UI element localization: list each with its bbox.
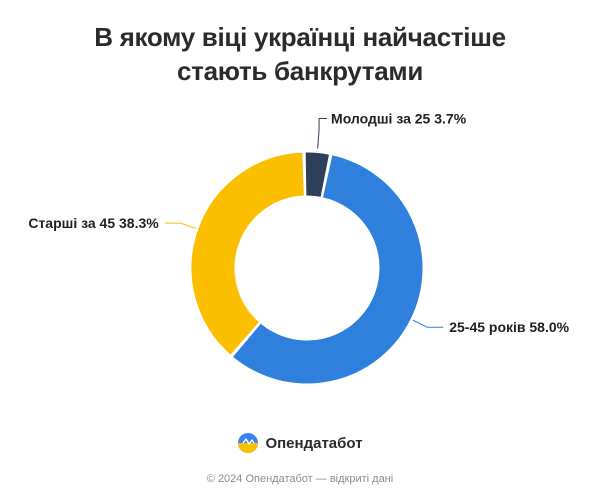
leader-line-2 [412,319,444,328]
chart-title-line-1: В якому віці українці найчастіше [94,22,506,52]
donut-slices [190,151,424,385]
slice-label-2: 25-45 років 58.0% [449,319,569,335]
footer-copyright: © 2024 Опендатабот — відкриті дані [206,473,394,485]
donut-slice-1 [304,151,331,198]
brand: Опендатабот [0,432,600,454]
chart-title: В якому віці українці найчастіше стають … [0,20,600,88]
donut-slice-3 [190,151,305,356]
leader-line-1 [317,118,328,149]
chart-title-line-2: стають банкрутами [176,56,423,86]
slice-label-3: Старші за 45 38.3% [28,215,159,231]
slice-label-1: Молодші за 25 3.7% [331,111,467,127]
brand-name: Опендатабот [265,434,363,452]
leader-line-3 [164,222,196,229]
donut-slice-2 [231,154,424,385]
opendatabot-logo-icon [238,433,259,453]
donut-labels: Молодші за 25 3.7% 25-45 років 58.0% Старш… [28,111,569,336]
